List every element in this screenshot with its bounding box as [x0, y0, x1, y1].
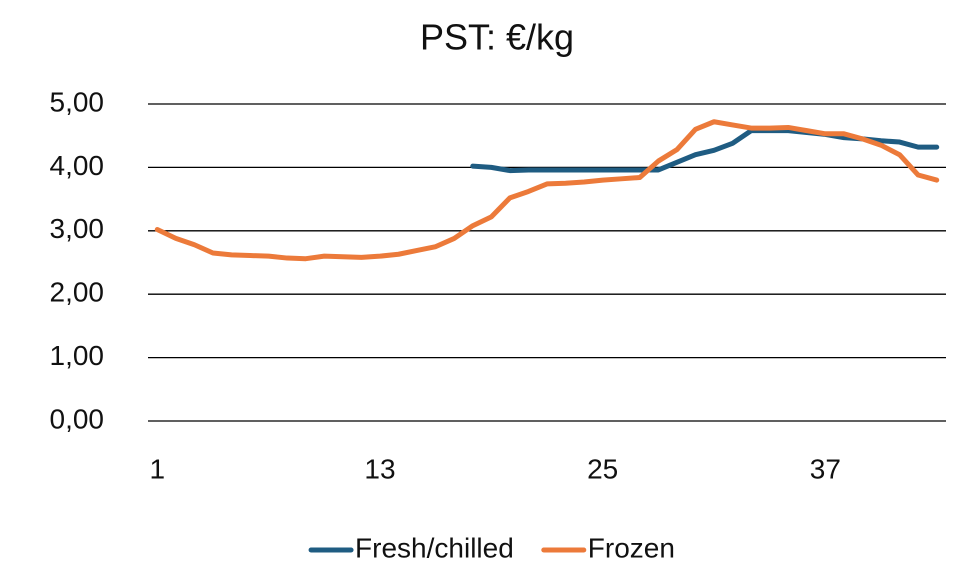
y-tick-label: 0,00 — [50, 403, 105, 434]
legend-label: Frozen — [588, 532, 675, 563]
y-tick-label: 3,00 — [50, 213, 105, 244]
x-tick-label: 13 — [364, 453, 395, 484]
series-line — [470, 128, 940, 174]
chart-title: PST: €/kg — [420, 17, 574, 58]
y-tick-label: 4,00 — [50, 150, 105, 181]
x-tick-label: 25 — [587, 453, 618, 484]
y-tick-label: 1,00 — [50, 340, 105, 371]
x-tick-label: 37 — [810, 453, 841, 484]
y-tick-label: 2,00 — [50, 277, 105, 308]
legend-label: Fresh/chilled — [355, 532, 514, 563]
y-tick-label: 5,00 — [50, 86, 105, 117]
x-tick-label: 1 — [149, 453, 165, 484]
series-line — [154, 119, 940, 262]
